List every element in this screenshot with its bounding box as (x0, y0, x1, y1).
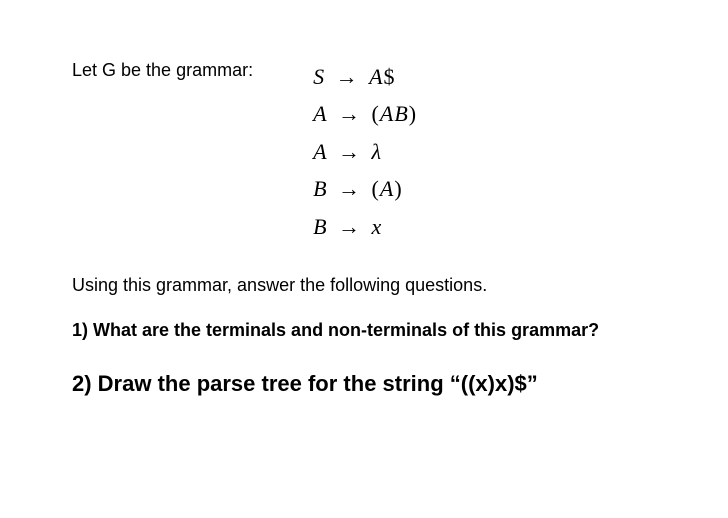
grammar-rule: B → (A) (313, 170, 417, 207)
page: Let G be the grammar: S → A$A → (AB)A → … (0, 0, 728, 437)
intro-text: Let G be the grammar: (72, 58, 313, 83)
grammar-rule: A → (AB) (313, 95, 417, 132)
question-2: 2) Draw the parse tree for the string “(… (72, 371, 678, 397)
grammar-rule: A → λ (313, 133, 417, 170)
intro-row: Let G be the grammar: S → A$A → (AB)A → … (72, 58, 678, 245)
grammar-rule: S → A$ (313, 58, 417, 95)
grammar-block: S → A$A → (AB)A → λB → (A)B → x (313, 58, 417, 245)
grammar-rule: B → x (313, 208, 417, 245)
following-text: Using this grammar, answer the following… (72, 275, 678, 296)
question-1: 1) What are the terminals and non-termin… (72, 320, 678, 341)
